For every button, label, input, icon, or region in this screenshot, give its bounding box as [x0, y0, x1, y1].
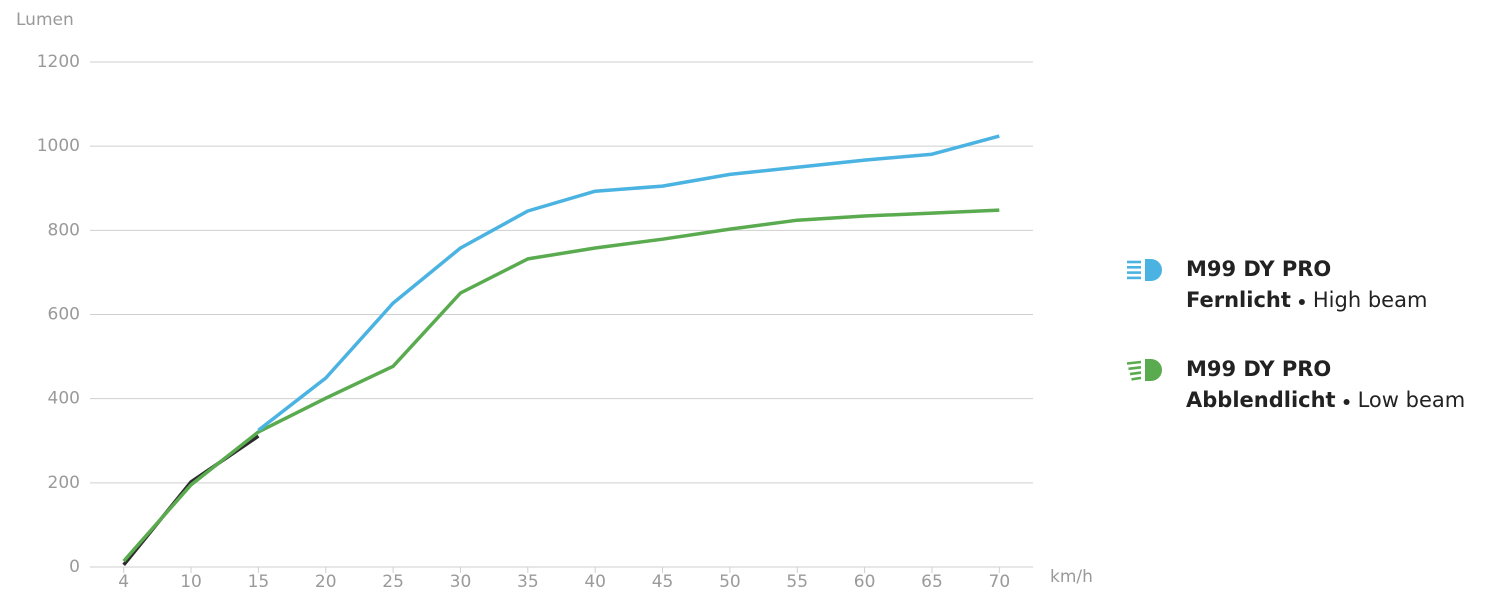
- legend-icon-ray: [1131, 376, 1142, 381]
- y-tick-label: 600: [48, 305, 80, 325]
- x-tick-label: 70: [989, 572, 1011, 592]
- legend-bullet: [1298, 299, 1305, 305]
- legend-label: Fernlicht High beam: [1186, 288, 1427, 312]
- x-tick-label: 55: [786, 572, 808, 592]
- x-tick-label: 30: [450, 572, 472, 592]
- line-series: [257, 134, 1000, 432]
- legend-label: Abblendlicht Low beam: [1186, 388, 1465, 412]
- x-tick-label: 40: [584, 572, 606, 592]
- x-tick-label: 25: [382, 572, 404, 592]
- y-tick-label: 1200: [37, 52, 80, 72]
- y-tick-label: 200: [48, 473, 80, 493]
- x-axis-label: km/h: [1050, 567, 1093, 587]
- legend-icon-lamp: [1145, 259, 1162, 281]
- x-tick-label: 15: [248, 572, 270, 592]
- x-tick-label: 45: [652, 572, 674, 592]
- x-tick-label: 10: [180, 572, 202, 592]
- legend-icon-ray: [1126, 360, 1142, 365]
- x-tick-label: 4: [118, 572, 129, 592]
- x-tick-label: 50: [719, 572, 741, 592]
- legend-bullet: [1343, 399, 1350, 405]
- legend-name: M99 DY PRO: [1186, 257, 1331, 281]
- legend-item: M99 DY PRO Abblendlicht Low beam: [1126, 357, 1465, 412]
- y-tick-label: 0: [69, 557, 80, 577]
- x-tick-label: 60: [854, 572, 876, 592]
- legend-label-en: Low beam: [1358, 388, 1466, 412]
- line-series: [122, 208, 1000, 563]
- legend-item: M99 DY PRO Fernlicht High beam: [1127, 257, 1427, 312]
- legend-label-de: Abblendlicht: [1186, 388, 1336, 412]
- legend-icon-lamp: [1145, 359, 1162, 381]
- legend-label-de: Fernlicht: [1186, 288, 1291, 312]
- legend-icon-ray: [1129, 371, 1142, 376]
- y-tick-label: 1000: [37, 136, 80, 156]
- x-tick-label: 65: [921, 572, 943, 592]
- y-axis-label: Lumen: [16, 10, 74, 30]
- y-tick-label: 800: [48, 220, 80, 240]
- y-tick-label: 400: [48, 389, 80, 409]
- legend-name: M99 DY PRO: [1186, 357, 1331, 381]
- legend-icon-ray: [1128, 366, 1142, 371]
- x-tick-label: 35: [517, 572, 539, 592]
- legend-label-en: High beam: [1313, 288, 1428, 312]
- x-tick-label: 20: [315, 572, 337, 592]
- line-series: [122, 434, 260, 567]
